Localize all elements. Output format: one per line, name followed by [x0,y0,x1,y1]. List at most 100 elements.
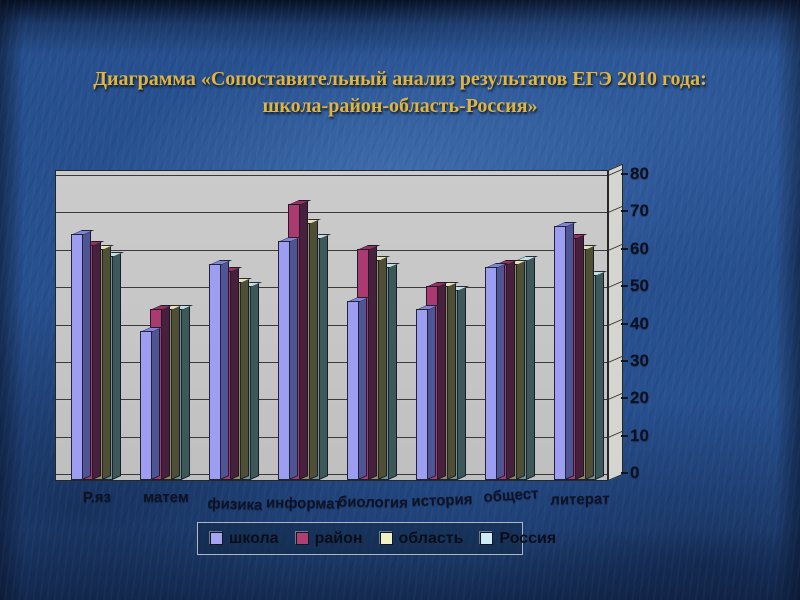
gridline [56,399,607,401]
bar-side-face [437,282,446,480]
bar-side-face [447,282,456,480]
bar-front-face [278,241,290,480]
bar-side-face [526,255,535,480]
bar-front-face [209,263,221,480]
legend-swatch [379,532,393,545]
bar-школа-общест [485,263,509,480]
bar-side-face [171,304,180,480]
y-tick-mark [621,285,628,288]
x-category-label: литерат [550,490,610,509]
bar-школа-история [416,304,440,480]
gridline [56,287,607,289]
bar-side-face [595,270,604,480]
bar-side-face [151,326,160,480]
bar-side-face [309,218,318,480]
bar-front-face [140,330,152,480]
legend-item-область: область [379,529,464,548]
legend-item-район: район [295,529,363,548]
legend-label: область [398,529,464,547]
gridline [56,361,607,363]
floor-back-edge [56,474,607,475]
bar-side-face [299,199,308,480]
y-tick-mark [621,434,628,437]
bar-side-face [181,304,190,480]
bar-side-face [112,252,121,480]
bar-side-face [92,240,101,480]
bar-side-face [289,237,298,480]
legend-label: район [314,529,363,547]
x-category-label: матем [143,489,189,506]
bar-side-face [161,304,170,480]
slide-title-line1: Диаграмма «Сопоставительный анализ резул… [93,68,707,90]
bar-side-face [102,244,111,480]
x-category-label: история [411,490,473,511]
x-category-label: информат [265,494,343,513]
bar-side-face [496,263,505,480]
bar-side-face [378,255,387,480]
slide-title: Диаграмма «Сопоставительный анализ резул… [40,66,760,120]
bar-side-face [319,233,328,480]
y-tick-label: 10 [630,425,649,445]
bar-школа-Р.яз [71,229,95,480]
y-tick-label: 50 [630,276,649,296]
y-tick-mark [621,210,628,213]
y-tick-mark [621,472,628,474]
bar-side-face [250,282,259,480]
x-category-label: биология [337,493,409,512]
slide-title-line2: школа-район-область-Россия» [262,95,538,117]
gridline [56,249,607,251]
y-tick-label: 60 [630,238,649,258]
bar-школа-биология [347,297,371,480]
bar-side-face [82,229,91,480]
legend-label: Россия [499,529,557,547]
bar-side-face [220,259,229,480]
x-category-label: общест [483,485,539,506]
bar-side-face [585,244,594,480]
gridline [56,175,607,176]
bar-side-face [240,278,249,480]
y-tick-mark [621,173,628,175]
bar-side-face [565,222,574,480]
y-tick-mark [621,247,628,250]
y-tick-label: 30 [630,350,649,370]
bar-side-face [388,263,397,480]
y-tick-label: 0 [630,463,640,482]
bar-side-face [368,244,377,480]
legend-swatch [210,532,223,545]
bar-side-face [230,267,239,480]
bar-школа-матем [140,326,164,480]
bar-front-face [347,301,359,480]
bar-школа-информат [278,237,302,480]
legend-item-школа: школа [210,530,279,548]
legend-swatch [480,532,494,545]
plot-area [55,163,623,481]
chart-legend: школа район область Россия [197,522,556,555]
bar-front-face [485,267,497,480]
legend-item-Россия: Россия [480,530,556,548]
legend-label: школа [229,529,279,547]
x-category-label: Р.яз [82,488,112,507]
y-tick-label: 20 [630,388,649,408]
x-category-label: физика [207,495,263,514]
bar-side-face [457,285,466,480]
bar-side-face [516,259,525,480]
gridline [56,324,607,326]
y-tick-label: 40 [630,313,649,333]
bar-front-face [416,308,428,480]
bar-front-face [554,226,566,480]
legend-swatch [295,532,309,545]
bar-side-face [506,259,515,480]
bar-школа-физика [209,259,233,480]
bar-side-face [358,297,367,480]
y-tick-label: 70 [630,201,649,221]
bar-side-face [427,304,436,480]
gridline [56,436,607,438]
bar-side-face [575,233,584,480]
y-tick-label: 80 [630,164,649,183]
y-tick-mark [621,322,628,325]
bar-школа-литерат [554,222,578,480]
gridline [56,212,607,214]
y-tick-mark [621,359,628,362]
y-tick-mark [621,397,628,400]
